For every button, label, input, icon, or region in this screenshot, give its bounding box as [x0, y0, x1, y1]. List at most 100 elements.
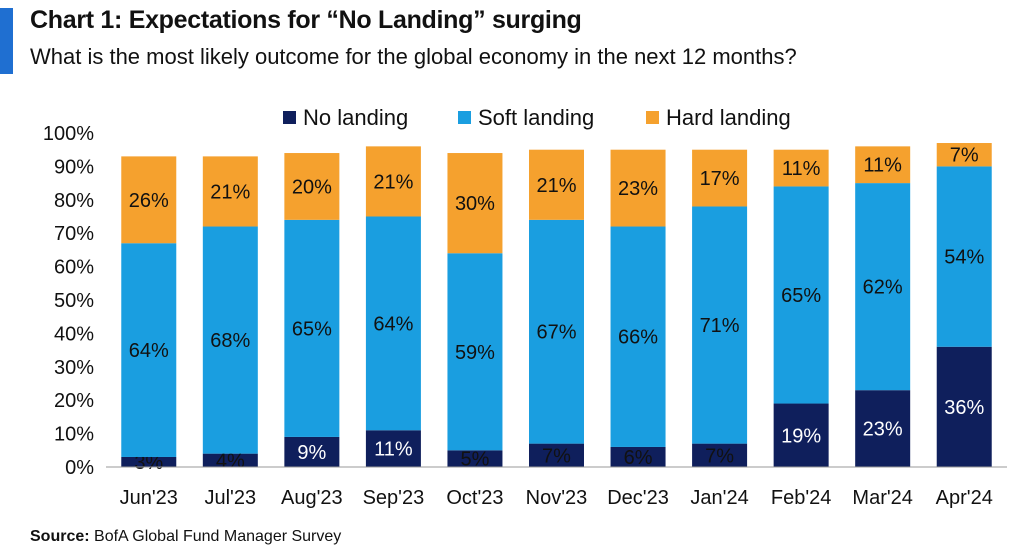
bar-segment	[610, 446, 666, 467]
bar-segment	[284, 153, 340, 220]
bar-segment	[202, 226, 258, 454]
bar-segment	[529, 219, 584, 444]
bar-segment	[855, 390, 911, 467]
bar-segment	[447, 253, 503, 451]
accent-bar	[0, 8, 13, 74]
chart-subtitle: What is the most likely outcome for the …	[30, 44, 797, 69]
y-tick-label: 20%	[54, 390, 94, 412]
data-label: 67%	[536, 322, 576, 344]
bar-segment	[202, 453, 258, 467]
bar-segment	[610, 149, 666, 227]
bar-segment	[529, 149, 584, 220]
data-label: 21%	[210, 181, 250, 203]
y-tick-label: 80%	[54, 190, 94, 212]
data-label: 71%	[700, 315, 740, 337]
bar-segment	[121, 456, 177, 467]
bar-segment	[284, 219, 340, 437]
data-label: 65%	[292, 318, 332, 340]
bar-segment	[692, 443, 748, 467]
data-label: 62%	[863, 277, 903, 299]
bar-segment	[936, 166, 992, 347]
data-label: 36%	[944, 397, 984, 419]
data-label: 5%	[461, 449, 490, 471]
bar-segment	[365, 430, 421, 467]
bar-segment	[692, 206, 748, 444]
data-label: 11%	[374, 439, 413, 461]
y-tick-label: 50%	[54, 290, 94, 312]
bar-segment	[936, 143, 992, 167]
x-tick-label: Jun'23	[120, 487, 178, 509]
x-tick-label: Feb'24	[771, 487, 832, 509]
data-label: 59%	[455, 342, 495, 364]
y-tick-label: 10%	[54, 424, 94, 446]
bar-segment	[692, 149, 748, 207]
bar-segment	[121, 156, 177, 244]
data-label: 9%	[297, 442, 326, 464]
x-tick-label: Dec'23	[607, 487, 669, 509]
data-label: 30%	[455, 193, 495, 215]
data-label: 19%	[781, 425, 821, 447]
legend-label: Soft landing	[478, 105, 594, 130]
data-label: 64%	[373, 313, 413, 335]
data-label: 66%	[618, 327, 658, 349]
bar-segment	[202, 156, 258, 227]
data-label: 17%	[700, 168, 740, 190]
bar-segment	[610, 226, 666, 447]
data-label: 68%	[210, 330, 250, 352]
data-label: 7%	[950, 145, 979, 167]
legend-label: Hard landing	[666, 105, 791, 130]
data-label: 3%	[134, 452, 163, 474]
data-label: 7%	[542, 445, 571, 467]
y-tick-label: 100%	[43, 123, 94, 145]
legend-swatch	[458, 111, 471, 124]
data-label: 21%	[373, 171, 413, 193]
bar-segment	[936, 346, 992, 467]
y-tick-label: 30%	[54, 357, 94, 379]
bar-segment	[447, 450, 503, 467]
x-tick-label: Sep'23	[363, 487, 425, 509]
data-label: 21%	[536, 175, 576, 197]
data-label: 11%	[863, 155, 902, 177]
source-note: Source: BofA Global Fund Manager Survey	[30, 528, 341, 546]
bar-segment	[365, 146, 421, 217]
x-tick-label: Jan'24	[690, 487, 748, 509]
x-tick-label: Aug'23	[281, 487, 343, 509]
x-tick-label: Oct'23	[446, 487, 503, 509]
y-tick-label: 0%	[65, 457, 94, 479]
x-tick-label: Apr'24	[936, 487, 993, 509]
y-tick-label: 40%	[54, 323, 94, 345]
data-label: 64%	[129, 340, 169, 362]
bar-segment	[284, 436, 340, 467]
y-tick-label: 90%	[54, 156, 94, 178]
bar-segment	[529, 443, 584, 467]
legend-label: No landing	[303, 105, 408, 130]
data-label: 54%	[944, 247, 984, 269]
bar-segment	[855, 183, 911, 391]
chart-title: Chart 1: Expectations for “No Landing” s…	[30, 6, 582, 34]
bar-segment	[447, 153, 503, 254]
source-text: BofA Global Fund Manager Survey	[94, 528, 342, 545]
x-tick-label: Jul'23	[204, 487, 256, 509]
bar-segment	[773, 186, 829, 404]
bar-segment	[121, 243, 177, 457]
data-label: 26%	[129, 190, 169, 212]
source-label: Source:	[30, 528, 90, 545]
data-label: 7%	[705, 445, 734, 467]
bar-segment	[855, 146, 911, 184]
bar-segment	[365, 216, 421, 431]
data-label: 6%	[624, 447, 653, 469]
y-tick-label: 60%	[54, 257, 94, 279]
bar-segment	[773, 149, 829, 187]
data-label: 23%	[863, 419, 903, 441]
legend-swatch	[283, 111, 296, 124]
data-label: 20%	[292, 176, 332, 198]
y-tick-label: 70%	[54, 223, 94, 245]
x-tick-label: Mar'24	[852, 487, 913, 509]
data-label: 65%	[781, 285, 821, 307]
x-tick-label: Nov'23	[526, 487, 588, 509]
bar-segment	[773, 403, 829, 467]
legend-swatch	[646, 111, 659, 124]
data-label: 23%	[618, 178, 658, 200]
data-label: 11%	[782, 158, 821, 180]
